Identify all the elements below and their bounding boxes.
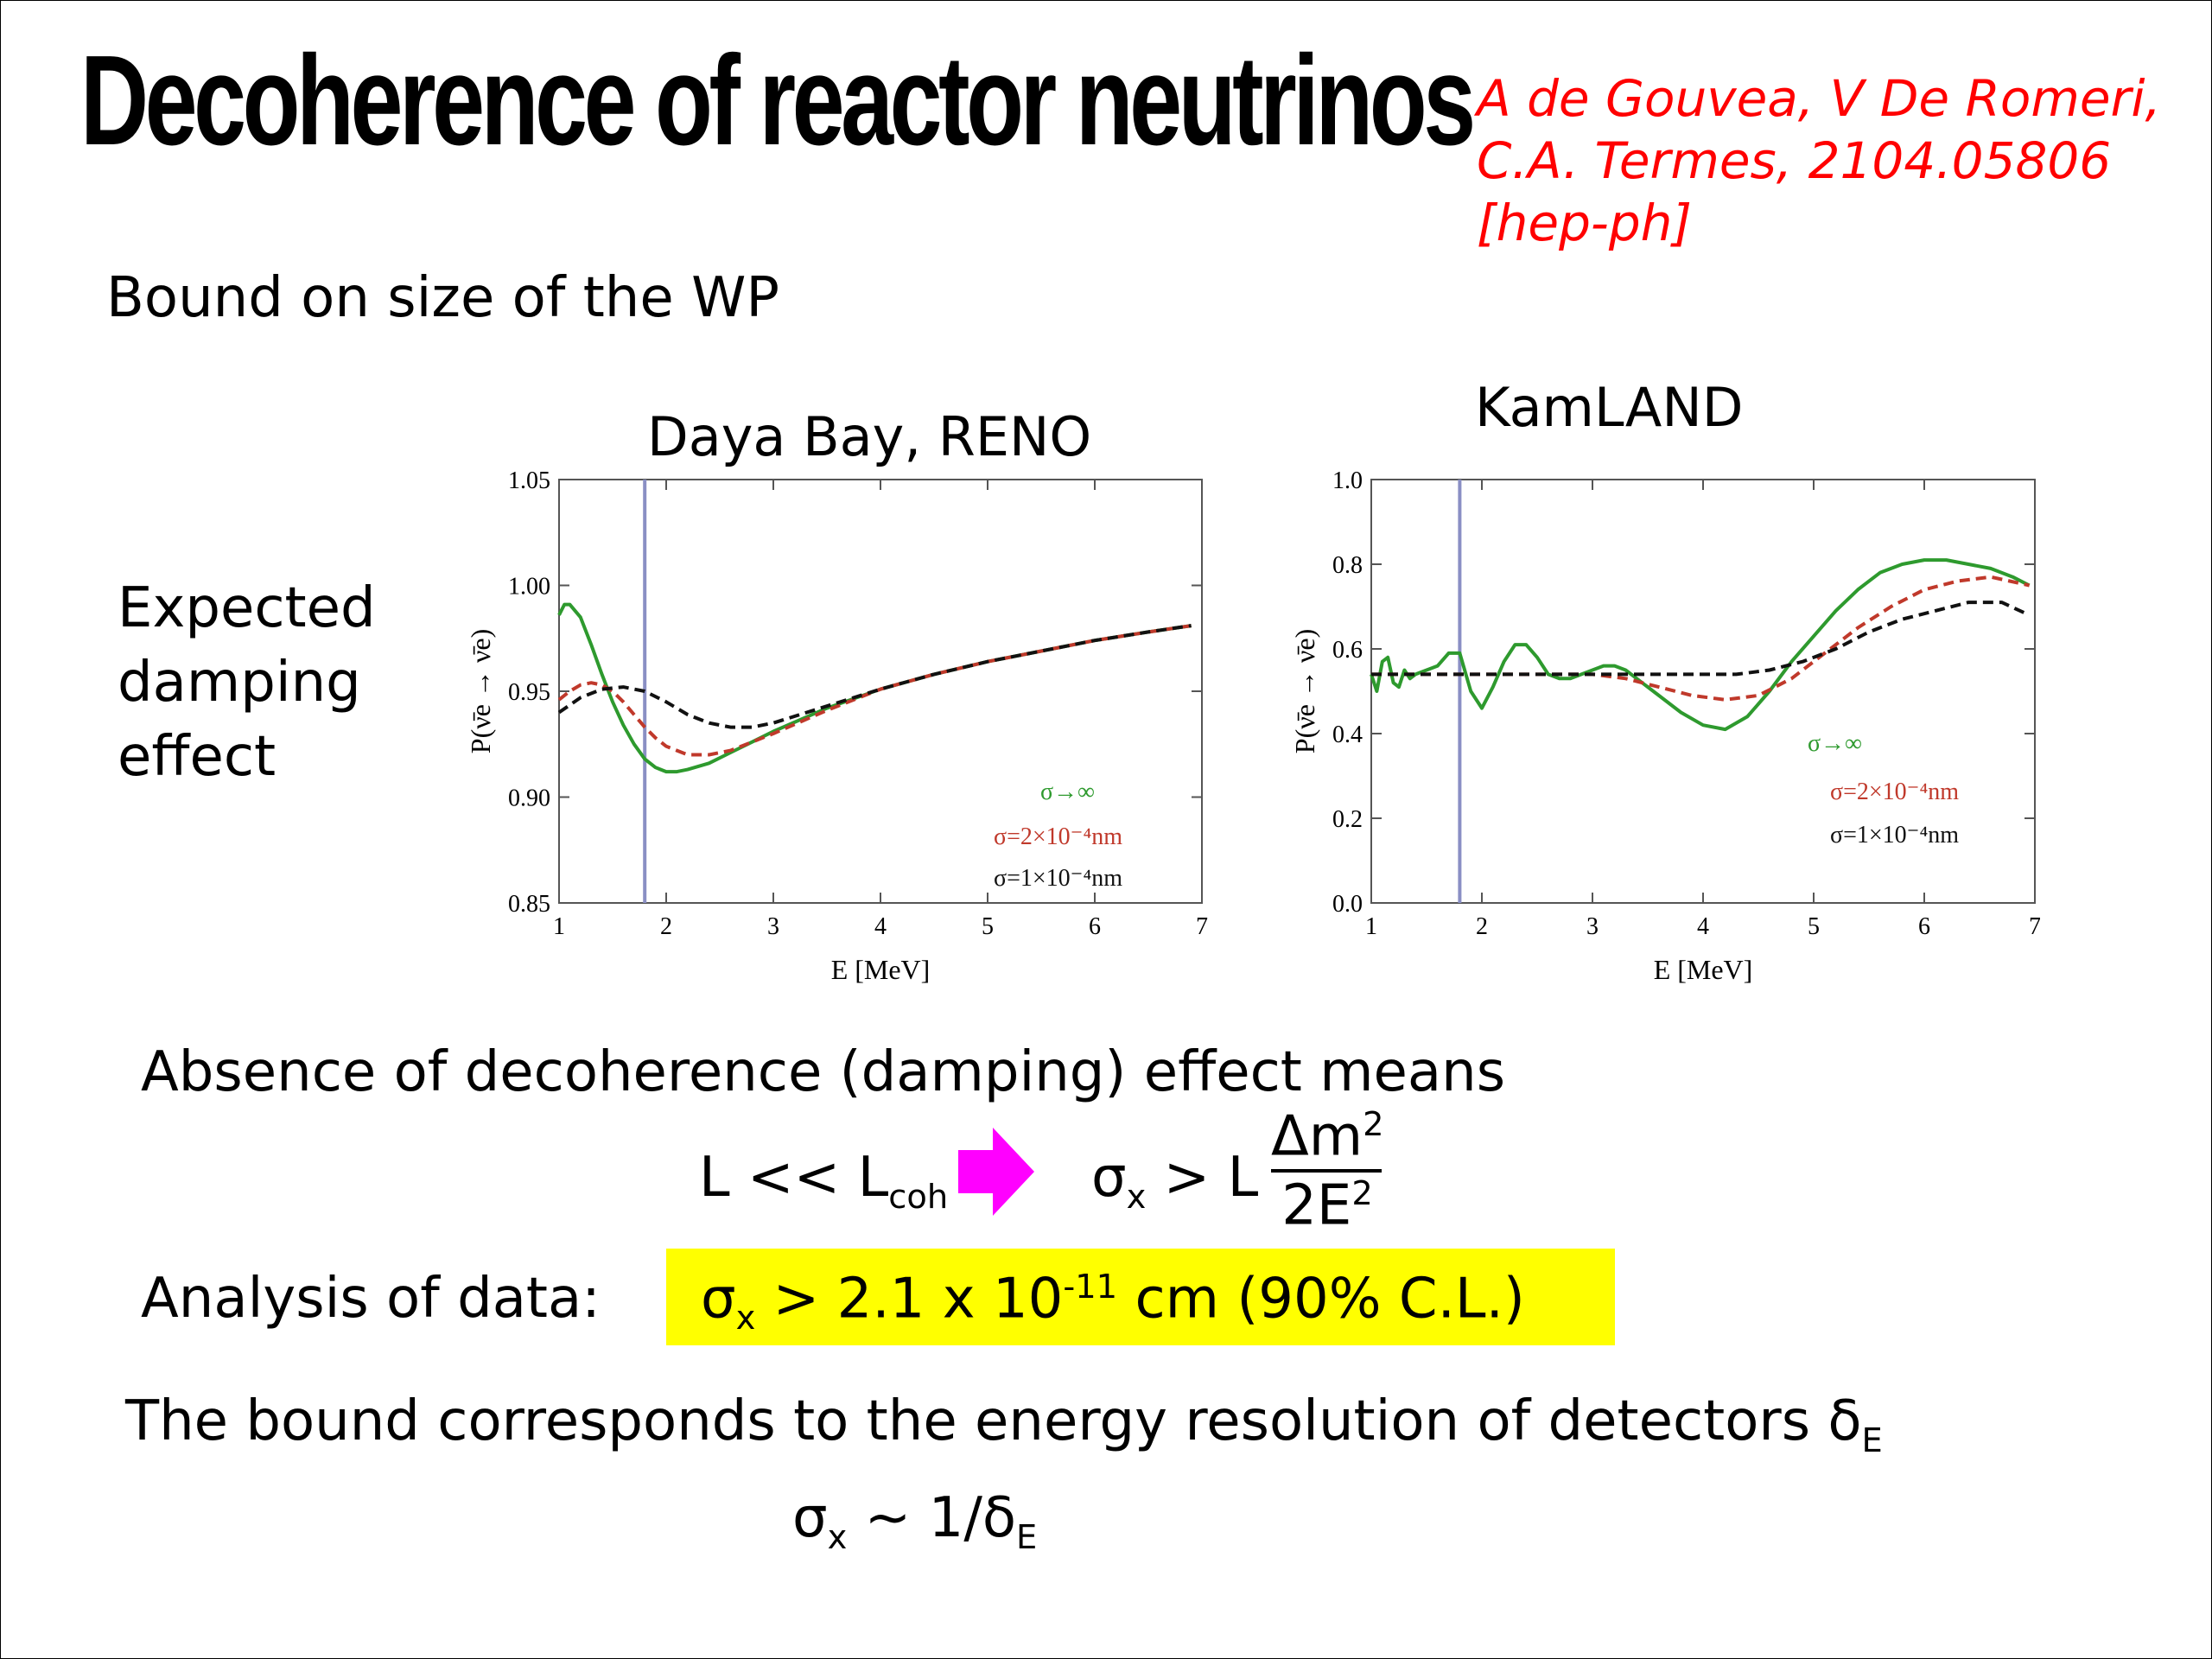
legend-entry-2: σ=1×10⁻⁴nm <box>994 865 1122 892</box>
formula-den-sup: 2 <box>1351 1174 1373 1213</box>
x-tick-label: 7 <box>2029 913 2040 940</box>
bound-exponent: -11 <box>1063 1268 1118 1306</box>
x-tick-label: 5 <box>982 913 994 940</box>
fraction-bar <box>1271 1169 1382 1173</box>
chart-kamland: 1 2 3 4 5 6 7 0.0 0.2 0.4 0.6 0.8 1.0 E [MeV] P(ν̄e → … <box>1289 467 2040 985</box>
bound-text-2: cm (90% C.L.) <box>1117 1267 1525 1332</box>
formula-num-sup: 2 <box>1363 1105 1384 1144</box>
y-tick-label: 0.8 <box>1332 552 1363 579</box>
plot-frame <box>558 479 1203 904</box>
side-label-line-2: damping <box>118 651 361 715</box>
subtitle: Bound on size of the WP <box>106 266 779 330</box>
side-label: Expected damping effect <box>118 571 376 794</box>
y-tick-label: 0.85 <box>508 891 550 918</box>
x-tick-label: 7 <box>1196 913 1208 940</box>
legend-entry-0: σ→∞ <box>1040 779 1095 805</box>
resolution-sub: E <box>1861 1421 1883 1460</box>
x-tick-label: 3 <box>767 913 779 940</box>
x-tick-label: 1 <box>553 913 565 940</box>
series-line-2 <box>557 624 1192 729</box>
x-tick-label: 1 <box>1365 913 1377 940</box>
formula-num-text: Δm <box>1271 1104 1363 1169</box>
slide-title: Decoherence of reactor neutrinos <box>80 29 1476 172</box>
x-tick-label: 3 <box>1586 913 1599 940</box>
y-axis-label: P(ν̄e → ν̄e) <box>1289 629 1320 753</box>
absence-text: Absence of decoherence (damping) effect … <box>141 1040 1506 1104</box>
citation-line-1: A de Gouvea, V De Romeri, <box>1477 69 2161 128</box>
y-tick-label: 0.4 <box>1332 721 1363 748</box>
citation-line-3: [hep-ph] <box>1477 194 1693 252</box>
y-axis-label: P(ν̄e → ν̄e) <box>465 629 496 753</box>
final-relation: σx ~ 1/δE <box>792 1491 1037 1554</box>
x-tick-label: 2 <box>660 913 672 940</box>
formula-den-text: 2E <box>1281 1173 1352 1238</box>
bound-sigma-sub: x <box>735 1299 756 1338</box>
series-line-2 <box>1371 601 2031 677</box>
formula-rel: > L <box>1146 1146 1259 1210</box>
bound-text-1: > 2.1 x 10 <box>755 1267 1064 1332</box>
final-sigma-sub: x <box>827 1517 848 1557</box>
x-tick-label: 4 <box>874 913 887 940</box>
plot-frame <box>1370 479 2036 904</box>
resolution-text-main: The bound corresponds to the energy reso… <box>125 1389 1862 1453</box>
x-axis-label: E [MeV] <box>1654 954 1753 985</box>
formula-sigma: σ <box>1091 1146 1127 1210</box>
legend-entry-1: σ=2×10⁻⁴nm <box>1830 779 1959 805</box>
y-tick-label: 0.95 <box>508 679 550 706</box>
x-tick-label: 6 <box>1918 913 1930 940</box>
formula-denominator: 2E2 <box>1271 1177 1383 1233</box>
x-tick-label: 6 <box>1089 913 1101 940</box>
formula-rhs: σx > L <box>1091 1150 1258 1214</box>
legend-entry-0: σ→∞ <box>1808 730 1862 757</box>
formula-numerator: Δm2 <box>1271 1108 1384 1164</box>
side-label-line-3: effect <box>118 725 276 789</box>
side-label-line-1: Expected <box>118 576 376 640</box>
bound-highlight <box>666 1249 1615 1345</box>
formula-lhs-text: L << L <box>699 1146 889 1210</box>
chart-title-kamland: KamLAND <box>1475 376 1744 439</box>
y-tick-label: 1.00 <box>508 574 550 601</box>
y-tick-label: 0.2 <box>1332 806 1363 833</box>
x-tick-label: 2 <box>1476 913 1488 940</box>
formula-lhs: L << Lcoh <box>699 1150 948 1214</box>
y-tick-label: 0.6 <box>1332 637 1363 664</box>
x-tick-label: 4 <box>1697 913 1709 940</box>
y-tick-label: 0.90 <box>508 785 550 812</box>
final-sigma: σ <box>792 1486 828 1550</box>
final-text: ~ 1/δ <box>847 1486 1017 1550</box>
formula-lhs-sub: coh <box>888 1177 949 1217</box>
bound-sigma: σ <box>701 1267 736 1332</box>
bound-result: σx > 2.1 x 10-11 cm (90% C.L.) <box>701 1268 1525 1338</box>
legend-entry-1: σ=2×10⁻⁴nm <box>994 823 1122 850</box>
chart-title-dayabay: Daya Bay, RENO <box>647 405 1092 468</box>
y-tick-label: 1.0 <box>1332 467 1363 494</box>
x-tick-label: 5 <box>1808 913 1820 940</box>
y-tick-label: 0.0 <box>1332 891 1363 918</box>
implies-arrow-icon <box>958 1128 1034 1216</box>
citation-line-2: C.A. Termes, 2104.05806 <box>1477 131 2112 190</box>
legend-entry-2: σ=1×10⁻⁴nm <box>1830 822 1959 849</box>
resolution-text: The bound corresponds to the energy reso… <box>125 1394 1883 1458</box>
analysis-label: Analysis of data: <box>141 1267 601 1331</box>
final-sub2: E <box>1016 1517 1038 1557</box>
formula-sigma-sub: x <box>1126 1177 1147 1217</box>
x-axis-label: E [MeV] <box>831 954 931 985</box>
y-tick-label: 1.05 <box>508 467 550 494</box>
chart-dayabay: 1 2 3 4 5 6 7 0.85 0.90 0.95 1.00 1.05 E [MeV] P(ν̄e … <box>465 467 1208 985</box>
